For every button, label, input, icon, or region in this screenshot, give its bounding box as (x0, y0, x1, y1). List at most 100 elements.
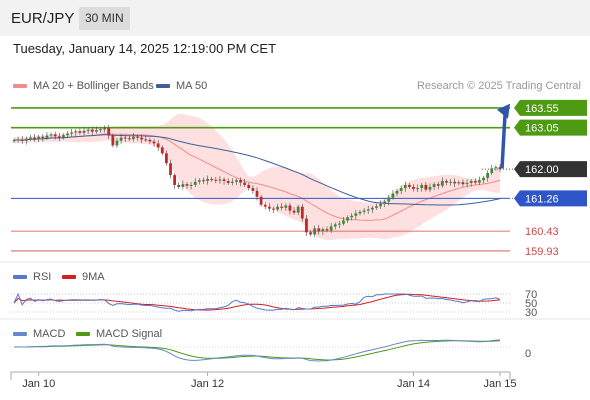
candle (296, 206, 300, 213)
ma50-swatch (156, 84, 170, 88)
candle (74, 131, 78, 133)
candle (177, 184, 181, 187)
legend-macd-signal-label: MACD Signal (96, 328, 163, 340)
candle (24, 138, 28, 141)
support-2-label: 160.43 (525, 226, 559, 238)
rsi-swatch (13, 275, 27, 279)
rsi-axis-label: 50 (525, 298, 537, 310)
candle (399, 188, 403, 191)
candle (57, 136, 61, 138)
current-price-tag: 162.00 (514, 161, 587, 178)
candle (383, 201, 387, 204)
candle (337, 223, 341, 225)
legend-ma50: MA 50 (156, 80, 207, 92)
rsi-axis-label: 70 (525, 289, 537, 301)
candle (407, 184, 411, 187)
rsi-line (13, 292, 501, 312)
candle (90, 129, 94, 132)
candle (473, 180, 477, 183)
candle (313, 228, 317, 235)
candle (218, 179, 222, 181)
candle (123, 137, 127, 139)
candle (449, 181, 452, 183)
candle (243, 182, 247, 185)
resistance-1-tag: 163.05 (514, 119, 587, 136)
candle (103, 128, 107, 130)
candle (239, 180, 242, 183)
candle (78, 131, 82, 133)
copyright-text: Research © 2025 Trading Central (416, 80, 581, 92)
candle (395, 190, 399, 194)
candle (127, 138, 131, 140)
candle (469, 180, 473, 183)
legend-rsi-ma-label: 9MA (82, 271, 105, 283)
candle (416, 188, 420, 190)
ma20-swatch (13, 84, 27, 88)
candle (453, 181, 457, 184)
candle (193, 181, 197, 185)
macd-signal-line (14, 340, 501, 361)
candle (119, 137, 123, 141)
candle (115, 140, 119, 146)
candle (82, 130, 86, 133)
support-3-label: 159.93 (525, 246, 559, 258)
legend-macd-signal: MACD Signal (76, 328, 162, 340)
candle (267, 206, 271, 209)
support-1-label: 161.26 (525, 193, 559, 205)
candle (66, 133, 69, 136)
candle (181, 184, 185, 187)
candle (317, 228, 321, 232)
candle (379, 203, 382, 207)
interval-button[interactable]: 30 MIN (79, 7, 130, 30)
macd-signal-swatch (76, 332, 90, 336)
candle (62, 135, 65, 138)
candle (300, 206, 304, 219)
rsi-ma-swatch (62, 275, 76, 279)
top-bar: EUR/JPY 30 MIN (0, 0, 590, 36)
candle (494, 167, 498, 169)
candle (214, 179, 218, 181)
candle (16, 139, 20, 141)
candle (152, 141, 156, 144)
candle (45, 135, 49, 138)
candle (284, 205, 288, 208)
candle (230, 181, 234, 183)
legend-ma20: MA 20 + Bollinger Bands (13, 80, 154, 92)
candle (49, 134, 53, 136)
current-price-tag-bg (514, 161, 587, 178)
candle (498, 167, 502, 170)
candle (144, 139, 148, 141)
candle (251, 188, 255, 191)
candle (210, 179, 214, 181)
candle (342, 220, 345, 224)
candle (333, 224, 337, 227)
forecast-arrow-head (497, 103, 510, 119)
candle (197, 180, 201, 182)
candle (280, 206, 284, 208)
resistance-1-label: 163.05 (525, 123, 559, 135)
candle (420, 184, 424, 189)
candle (325, 229, 329, 231)
candle (169, 163, 172, 176)
resistance-2-label: 163.55 (525, 103, 559, 115)
candle (403, 184, 407, 189)
candle (305, 218, 308, 233)
resistance-2-tag-bg (514, 99, 587, 116)
x-tick-label: Jan 14 (397, 378, 430, 390)
candle (94, 130, 98, 132)
support-1-tag: 161.26 (514, 190, 587, 207)
candle (160, 147, 164, 154)
candle (436, 184, 440, 186)
candle (482, 177, 485, 181)
candle (350, 215, 354, 218)
legend-macd: MACD (13, 328, 65, 340)
candle (358, 211, 362, 214)
candle (132, 136, 135, 140)
candle (272, 208, 275, 210)
candle (107, 128, 111, 136)
bollinger-band (14, 113, 500, 241)
candle (391, 193, 395, 198)
candle (288, 205, 292, 211)
candle (255, 190, 259, 197)
resistance-2-tag: 163.55 (514, 99, 587, 116)
